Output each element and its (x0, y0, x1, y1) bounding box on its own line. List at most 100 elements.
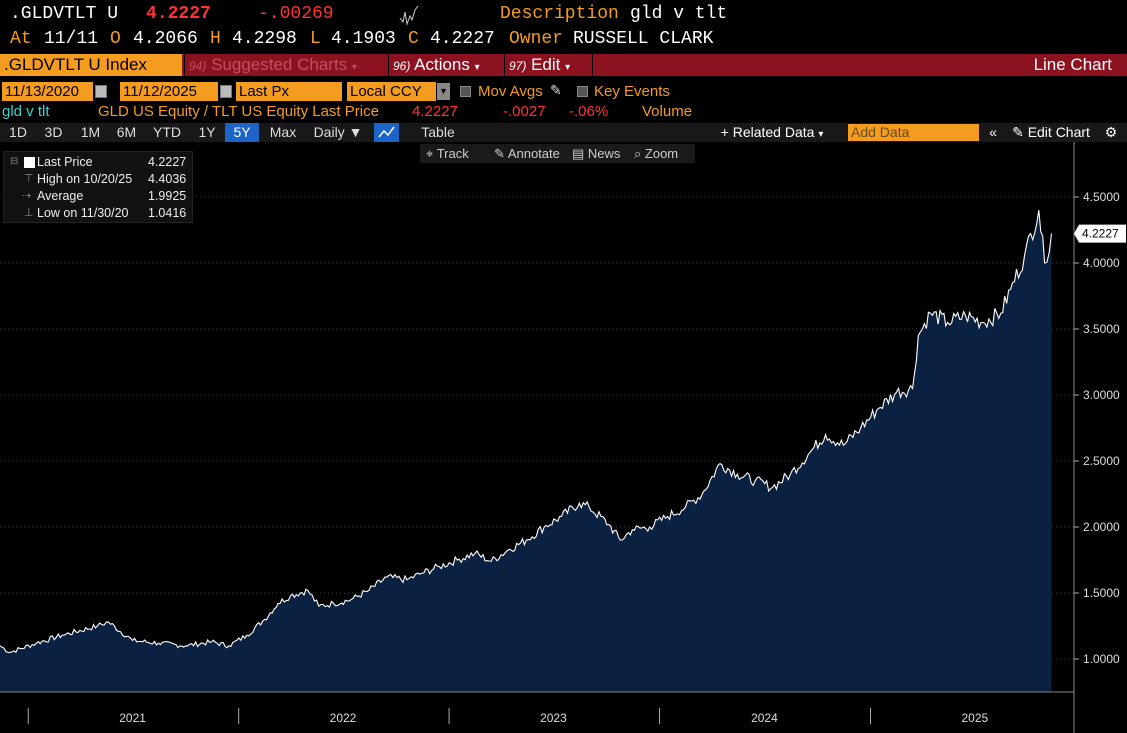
table-button[interactable]: Table (421, 124, 455, 140)
frequency-label: Daily (313, 124, 345, 140)
news-label: News (587, 146, 621, 161)
start-date-field[interactable]: 11/13/2020 (2, 82, 93, 101)
series-pct-change: -.06% (569, 103, 609, 120)
edit-chart-label: Edit Chart (1027, 124, 1090, 140)
line-chart-icon[interactable] (374, 123, 399, 142)
series-last: 4.2227 (412, 103, 458, 120)
field-selector[interactable]: Last Px (236, 82, 342, 101)
zoom-tool[interactable]: ⌕ Zoom (634, 144, 678, 163)
chart-tools: ⌖ Track ✎ Annotate ▤ News ⌕ Zoom (420, 144, 695, 163)
legend-high-label: High on 10/20/25 (37, 172, 133, 186)
open-label: O (110, 29, 121, 49)
currency-selector[interactable]: Local CCY (347, 82, 436, 101)
ticker-label[interactable]: .GLDVTLT U (10, 4, 119, 24)
collapse-icon[interactable]: « (989, 124, 997, 140)
range-ytd[interactable]: YTD (153, 124, 181, 140)
legend-low-label: Low on 11/30/20 (37, 206, 129, 220)
edit-menu[interactable]: 97) Edit ▾ (504, 54, 590, 76)
actions-number: 96) (393, 59, 411, 73)
suggested-charts-label: Suggested Charts (211, 55, 348, 74)
series-swatch-icon (24, 157, 35, 168)
y-tick-label: 1.0000 (1083, 652, 1120, 666)
y-tick-label: 3.5000 (1083, 322, 1120, 336)
annotate-tool[interactable]: ✎ Annotate (494, 144, 560, 163)
legend-low-row: ⊥ Low on 11/30/20 1.0416 (4, 205, 194, 221)
x-tick-label: 2022 (330, 711, 357, 725)
legend-last-label: Last Price (37, 155, 93, 169)
average-marker-icon: ⇢ (22, 190, 32, 202)
price-line (0, 210, 1053, 654)
range-3d[interactable]: 3D (44, 124, 63, 140)
x-tick-label: 2024 (751, 711, 778, 725)
actions-label: Actions (414, 55, 470, 74)
security-field[interactable]: .GLDVTLT U Index (0, 54, 182, 76)
header-row-2: At 11/11 O 4.2066 H 4.2298 L 4.1903 C 4.… (0, 29, 1127, 55)
price-chart[interactable]: 1.0000 1.5000 2.0000 2.5000 3.0000 3.5000 4.00… (0, 142, 1127, 733)
open-value: 4.2066 (133, 29, 198, 49)
range-1d[interactable]: 1D (9, 124, 27, 140)
low-value: 4.1903 (331, 29, 396, 49)
high-marker-icon: ⊤ (24, 173, 34, 185)
volume-label[interactable]: Volume (642, 103, 693, 120)
pencil-icon[interactable]: ✎ (550, 82, 562, 98)
edit-chart-button[interactable]: ✎ Edit Chart (1006, 123, 1096, 142)
y-axis: 1.0000 1.5000 2.0000 2.5000 3.0000 3.5000 4.00… (1073, 142, 1120, 733)
edit-number: 97) (509, 59, 527, 73)
news-tool[interactable]: ▤ News (572, 144, 620, 163)
x-tick-label: 2023 (540, 711, 567, 725)
track-label: Track (436, 146, 469, 161)
range-1y[interactable]: 1Y (198, 124, 216, 140)
high-label: H (210, 29, 221, 49)
track-tool[interactable]: ⌖ Track (426, 144, 469, 163)
calendar-icon[interactable] (95, 85, 107, 98)
chart-controls-row: 11/13/2020 11/12/2025 Last Px Local CCY … (0, 82, 1127, 102)
legend-low-value: 1.0416 (148, 206, 187, 220)
legend-avg-value: 1.9925 (148, 189, 187, 203)
y-tick-label: 2.5000 (1083, 454, 1120, 468)
key-events-label[interactable]: Key Events (594, 83, 670, 100)
mov-avgs-label[interactable]: Mov Avgs (478, 83, 543, 100)
low-label: L (310, 29, 321, 49)
crosshair-icon: ⌖ (426, 146, 434, 161)
range-6m[interactable]: 6M (116, 124, 137, 140)
pencil-icon: ✎ (494, 146, 505, 161)
chevron-down-icon[interactable]: ▼ (437, 83, 450, 100)
chevron-down-icon: ▾ (351, 62, 357, 73)
legend-avg-row: ⇢ Average 1.9925 (4, 188, 194, 204)
at-label: At (10, 29, 32, 49)
legend-high-value: 4.4036 (148, 172, 187, 186)
description-value: gld v tlt (630, 4, 728, 24)
x-tick-label: 2021 (119, 711, 146, 725)
chevron-down-icon: ▾ (818, 129, 824, 140)
news-icon: ▤ (572, 146, 585, 161)
series-name: gld v tlt (2, 103, 50, 120)
last-value-tag-label: 4.2227 (1082, 227, 1119, 241)
end-date-field[interactable]: 11/12/2025 (120, 82, 218, 101)
actions-menu[interactable]: 96) Actions ▾ (388, 54, 502, 76)
series-definition: GLD US Equity / TLT US Equity Last Price (98, 103, 379, 120)
zoom-label: Zoom (644, 146, 679, 161)
chevron-down-icon: ▾ (474, 62, 480, 73)
chart-legend[interactable]: ⊟ Last Price 4.2227 ⊤ High on 10/20/25 4… (3, 151, 193, 223)
add-data-input[interactable]: Add Data (848, 124, 979, 141)
range-5y[interactable]: 5Y (225, 123, 259, 142)
y-tick-label: 3.0000 (1083, 388, 1120, 402)
last-price: 4.2227 (146, 4, 211, 24)
range-max[interactable]: Max (269, 124, 297, 140)
related-data-menu[interactable]: + Related Data ▾ (712, 123, 832, 142)
mov-avgs-checkbox[interactable] (460, 86, 471, 97)
x-axis: 2021 2022 2023 2024 2025 (0, 691, 1074, 725)
key-events-checkbox[interactable] (577, 86, 588, 97)
owner-value: RUSSELL CLARK (573, 29, 714, 49)
frequency-selector[interactable]: Daily ▼ (306, 123, 370, 142)
calendar-icon[interactable] (220, 85, 232, 98)
owner-label: Owner (509, 29, 564, 49)
range-1m[interactable]: 1M (80, 124, 101, 140)
pencil-icon: ✎ (1012, 124, 1024, 140)
gear-icon[interactable]: ⚙ (1104, 124, 1118, 140)
chart-type-label: Line Chart (592, 54, 1127, 76)
drag-handle-icon[interactable]: ⊟ (10, 156, 19, 167)
suggested-charts-menu[interactable]: 94) Suggested Charts ▾ (184, 54, 386, 76)
last-value-tag: 4.2227 (1074, 224, 1126, 243)
sparkline-icon (399, 5, 419, 26)
